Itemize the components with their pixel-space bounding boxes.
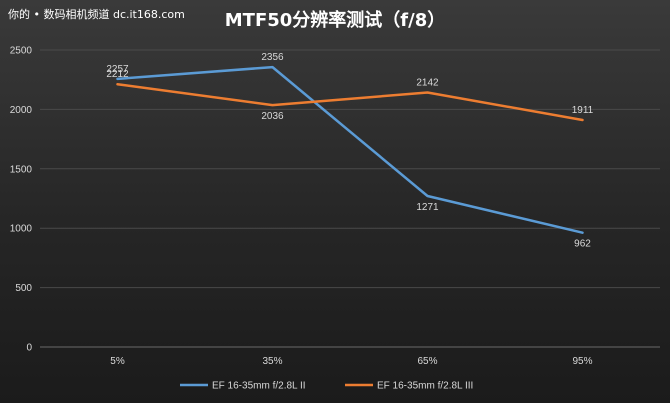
y-tick-label: 0	[26, 343, 32, 354]
y-tick-label: 2500	[10, 46, 33, 57]
x-tick-label: 65%	[417, 356, 437, 367]
x-tick-label: 35%	[262, 356, 282, 367]
legend: EF 16-35mm f/2.8L II EF 16-35mm f/2.8L II…	[180, 381, 473, 392]
data-label: 1271	[416, 202, 439, 213]
series-line-1	[116, 65, 584, 234]
y-axis-ticks: 0 500 1000 1500 2000 2500	[10, 46, 33, 354]
data-labels: 2257 2356 1271 962 2212 2036 2142 1911	[106, 52, 593, 250]
series-lines	[116, 65, 584, 234]
legend-label: EF 16-35mm f/2.8L II	[212, 381, 306, 392]
data-label: 2142	[416, 78, 439, 89]
data-label: 1911	[572, 105, 594, 116]
y-tick-label: 1500	[10, 164, 33, 175]
x-axis-ticks: 5% 35% 65% 95%	[110, 356, 592, 367]
y-tick-label: 500	[15, 283, 32, 294]
data-label: 2212	[106, 69, 129, 80]
data-label: 962	[574, 239, 591, 250]
y-tick-label: 1000	[10, 224, 33, 235]
x-tick-label: 5%	[110, 356, 125, 367]
series-line-2	[116, 82, 584, 122]
data-label: 2257	[106, 64, 129, 75]
data-label: 2356	[261, 52, 284, 63]
legend-label: EF 16-35mm f/2.8L III	[377, 381, 473, 392]
data-label: 2036	[261, 111, 284, 122]
y-tick-label: 2000	[10, 105, 33, 116]
x-tick-label: 95%	[572, 356, 592, 367]
chart-title: MTF50分辨率测试（f/8）	[225, 9, 445, 31]
gridlines	[40, 49, 660, 348]
watermark: 你的 • 数码相机频道 dc.it168.com	[8, 7, 185, 21]
